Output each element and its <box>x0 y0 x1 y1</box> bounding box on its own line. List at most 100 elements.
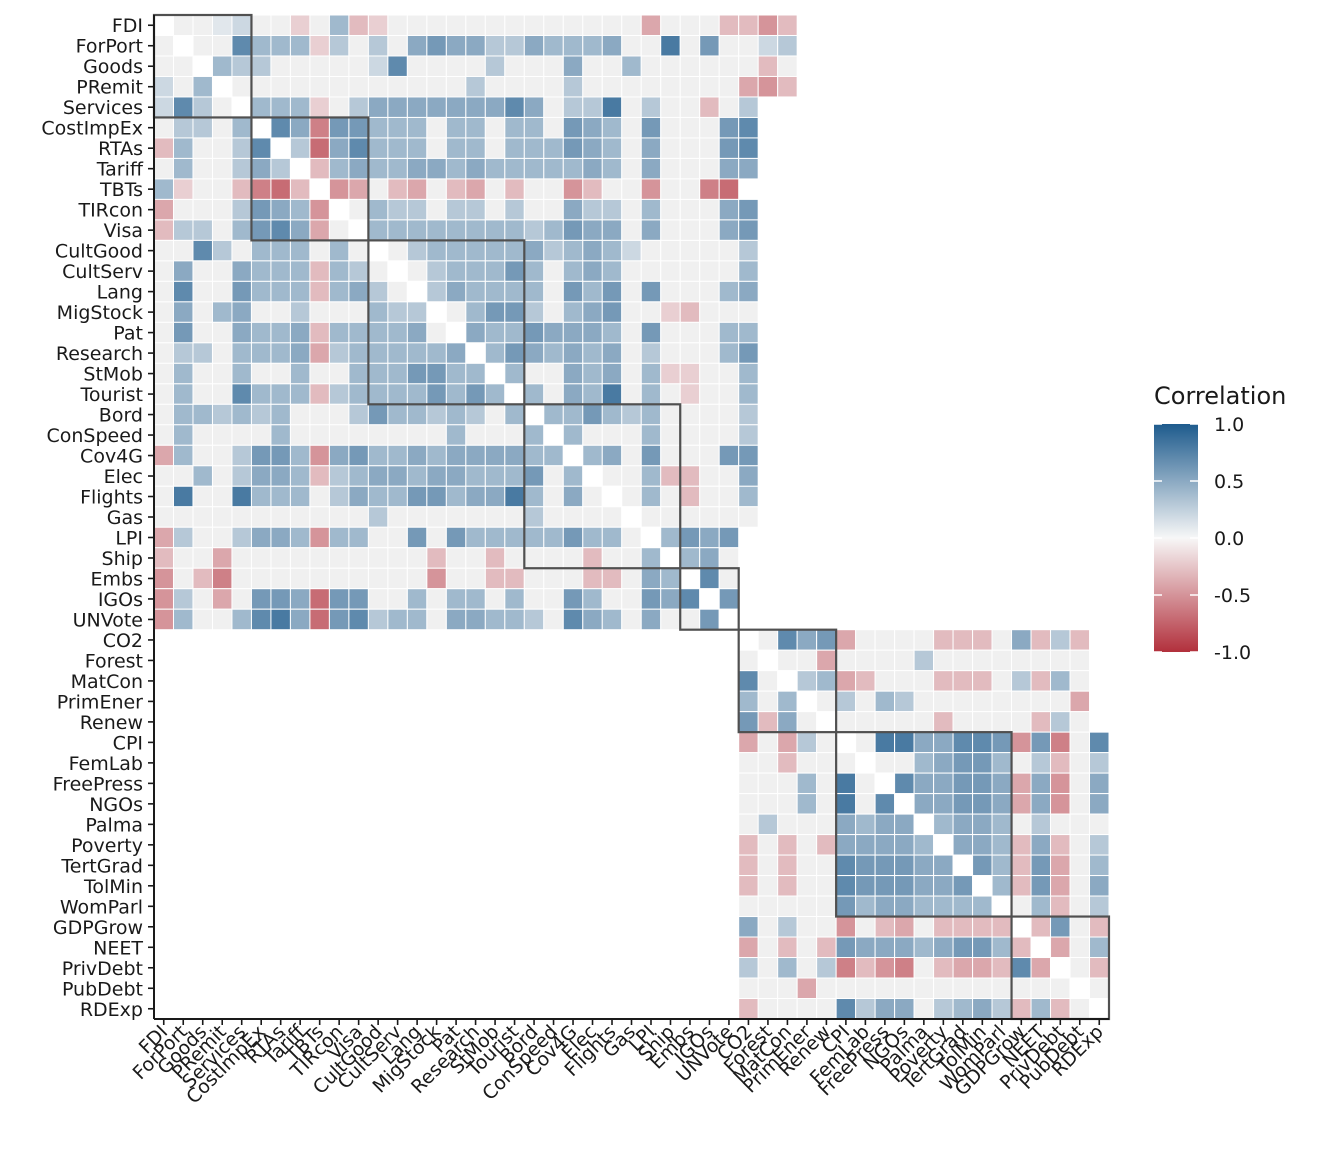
legend: Correlation 1.0 0.5 0.0 -0.5 -1.0 <box>1154 382 1286 664</box>
y-tick-label-NEET: NEET <box>93 937 143 959</box>
cell-TBTs-CultServ <box>387 178 408 200</box>
y-tick-label-GDPGrow: GDPGrow <box>53 917 143 939</box>
cell-CultServ-FDI <box>153 260 174 282</box>
cell-TBTs-Ship <box>660 178 681 200</box>
cell-Ship-TBTs <box>309 547 330 569</box>
cell-PubDebt-TolMin <box>972 977 993 1000</box>
cell-Ship-CultServ <box>387 547 408 569</box>
cell-FemLab-CPI <box>835 752 857 774</box>
cell-LPI-Bord <box>523 526 545 549</box>
cell-Flights-MigStock <box>426 485 447 508</box>
cell-Bord-Elec <box>582 403 603 426</box>
axes <box>148 15 1109 1025</box>
cell-Poverty-TertGrad <box>952 834 974 856</box>
cell-Pat-Gas <box>621 321 642 344</box>
cell-Bord-FDI <box>153 403 174 426</box>
cell-RTAs-LPI <box>640 137 662 159</box>
cell-PRemit-StMob <box>484 75 506 98</box>
cell-Embs-TBTs <box>309 567 330 590</box>
cell-Renew-FemLab <box>855 711 876 733</box>
cell-FDI-Lang <box>406 14 428 36</box>
cell-TBTs-Tariff <box>289 178 311 200</box>
cell-PRemit-LPI <box>640 75 662 98</box>
cell-NEET-Palma <box>913 936 935 959</box>
cell-GDPGrow-CPI <box>835 916 857 938</box>
cell-MigStock-Pat <box>445 301 467 323</box>
cell-CO2-FreePress <box>874 629 896 651</box>
cell-TBTs-Services <box>231 178 252 200</box>
cell-PrivDebt-CPI <box>835 957 857 979</box>
cell-CultGood-RTAs <box>270 239 291 262</box>
legend-ticks: 1.0 0.5 0.0 -0.5 -1.0 <box>1154 414 1251 664</box>
cell-Flights-Flights <box>601 485 623 508</box>
y-tick-label-TolMin: TolMin <box>83 876 143 898</box>
cell-GDPGrow-TertGrad <box>952 916 974 938</box>
y-tick-label-Gas: Gas <box>107 507 143 529</box>
cell-ForPort-LPI <box>640 34 662 57</box>
cell-CultGood-Pat <box>445 239 467 262</box>
cell-TolMin-FemLab <box>855 875 876 897</box>
cell-MigStock-Goods <box>192 301 213 323</box>
cell-CultGood-MigStock <box>426 239 447 262</box>
cell-CultServ-Embs <box>679 260 701 282</box>
cell-TolMin-Renew <box>816 875 837 897</box>
cell-Services-Lang <box>406 96 428 118</box>
cell-Cov4G-CultGood <box>367 444 389 467</box>
cell-CostImpEx-CostImpEx <box>250 116 272 139</box>
cell-Flights-Pat <box>445 485 467 508</box>
cell-TIRcon-RTAs <box>270 198 291 221</box>
cell-Palma-MatCon <box>777 813 798 836</box>
cell-StMob-Services <box>231 362 252 385</box>
cell-FDI-IGOs <box>699 14 720 36</box>
cell-StMob-Ship <box>660 362 681 385</box>
cell-RTAs-Research <box>465 137 486 159</box>
cell-WomParl-Palma <box>913 895 935 918</box>
cell-RTAs-CostImpEx <box>250 137 272 159</box>
cell-Pat-Lang <box>406 321 428 344</box>
cell-PubDebt-GDPGrow <box>1011 977 1032 1000</box>
cell-PrimEner-CO2 <box>738 690 759 713</box>
cell-GDPGrow-GDPGrow <box>1011 916 1032 938</box>
cell-Cov4G-ForPort <box>172 444 194 467</box>
cell-PrimEner-FreePress <box>874 690 896 713</box>
y-tick-label-PRemit: PRemit <box>76 77 143 99</box>
cell-GDPGrow-CO2 <box>738 916 759 938</box>
cell-Visa-CultServ <box>387 219 408 241</box>
cell-CostImpEx-ForPort <box>172 116 194 139</box>
cell-RDExp-FreePress <box>874 998 896 1020</box>
cell-ForPort-Ship <box>660 34 681 57</box>
cell-RDExp-NEET <box>1030 998 1052 1020</box>
cell-Ship-Embs <box>679 547 701 569</box>
cell-CostImpEx-TBTs <box>309 116 330 139</box>
cell-PRemit-RTAs <box>270 75 291 98</box>
cell-Cov4G-StMob <box>484 444 506 467</box>
cell-Visa-TBTs <box>309 219 330 241</box>
cell-NEET-PrimEner <box>796 936 818 959</box>
cell-NEET-WomParl <box>991 936 1013 959</box>
cell-RTAs-Elec <box>582 137 603 159</box>
cell-MigStock-TIRcon <box>328 301 350 323</box>
cell-ForPort-Flights <box>601 34 623 57</box>
cell-ForPort-CO2 <box>738 34 759 57</box>
cell-ForPort-TBTs <box>309 34 330 57</box>
y-tick-label-Services: Services <box>63 97 143 119</box>
cell-Gas-UNVote <box>718 506 740 528</box>
cell-StMob-Tourist <box>504 362 525 385</box>
cell-LPI-MigStock <box>426 526 447 549</box>
cell-Ship-CultGood <box>367 547 389 569</box>
cell-Forest-TolMin <box>972 649 993 672</box>
cell-PRemit-Research <box>465 75 486 98</box>
cell-PubDebt-FreePress <box>874 977 896 1000</box>
cell-ForPort-Services <box>231 34 252 57</box>
cell-FDI-Bord <box>523 14 545 36</box>
y-tick-label-PrimEner: PrimEner <box>57 691 143 713</box>
cell-CultGood-StMob <box>484 239 506 262</box>
cell-CO2-Poverty <box>933 629 954 651</box>
cell-CO2-NGOs <box>894 629 915 651</box>
cell-Gas-TIRcon <box>328 506 350 528</box>
cell-WomParl-CPI <box>835 895 857 918</box>
cell-FDI-Ship <box>660 14 681 36</box>
cell-TIRcon-LPI <box>640 198 662 221</box>
cell-Research-Cov4G <box>562 342 584 364</box>
cell-ConSpeed-Gas <box>621 424 642 446</box>
